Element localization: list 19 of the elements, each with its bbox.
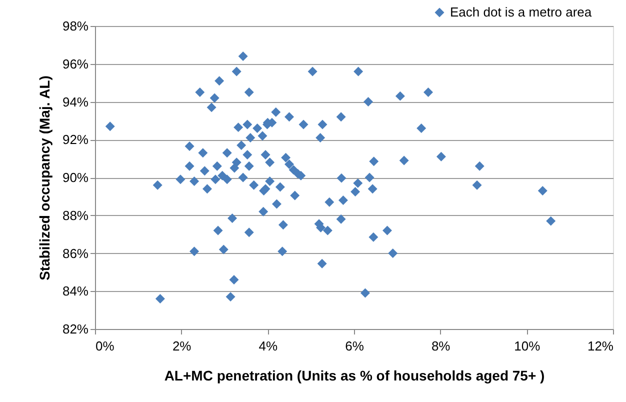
y-tick-label: 84%: [62, 284, 89, 299]
y-axis-title: Stabilized occupancy (Maj. AL): [36, 76, 52, 280]
x-tick-label: 4%: [258, 338, 278, 354]
y-tick-label: 98%: [62, 18, 89, 34]
x-axis-title: AL+MC penetration (Units as % of households aged 75+ ): [164, 368, 545, 384]
x-tick-label: 6%: [345, 338, 364, 354]
y-tick-label: 96%: [62, 56, 89, 72]
x-tick-label: 10%: [514, 338, 541, 354]
x-tick-label: 2%: [172, 338, 192, 354]
x-tick-label: 8%: [431, 338, 451, 354]
y-tick-label: 94%: [62, 94, 89, 110]
y-tick-label: 86%: [62, 246, 89, 261]
y-tick-label: 82%: [62, 322, 89, 336]
x-tick-label: 0%: [96, 338, 115, 354]
legend-label: Each dot is a metro area: [450, 4, 592, 20]
y-tick-label: 88%: [62, 208, 89, 223]
y-tick-label: 90%: [62, 170, 89, 185]
y-tick-label: 92%: [62, 132, 89, 148]
x-tick-label: 12%: [587, 338, 614, 354]
